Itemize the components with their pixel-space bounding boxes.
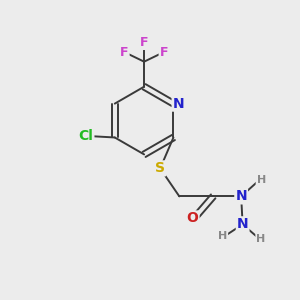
Text: H: H [256, 234, 266, 244]
Text: N: N [235, 189, 247, 203]
Text: S: S [155, 161, 165, 176]
Text: Cl: Cl [79, 129, 93, 143]
Text: N: N [172, 97, 184, 111]
Text: F: F [160, 46, 168, 59]
Text: O: O [187, 212, 199, 226]
Text: F: F [140, 36, 148, 49]
Text: H: H [256, 175, 266, 184]
Text: N: N [237, 217, 248, 231]
Text: H: H [218, 230, 227, 241]
Text: F: F [120, 46, 129, 59]
